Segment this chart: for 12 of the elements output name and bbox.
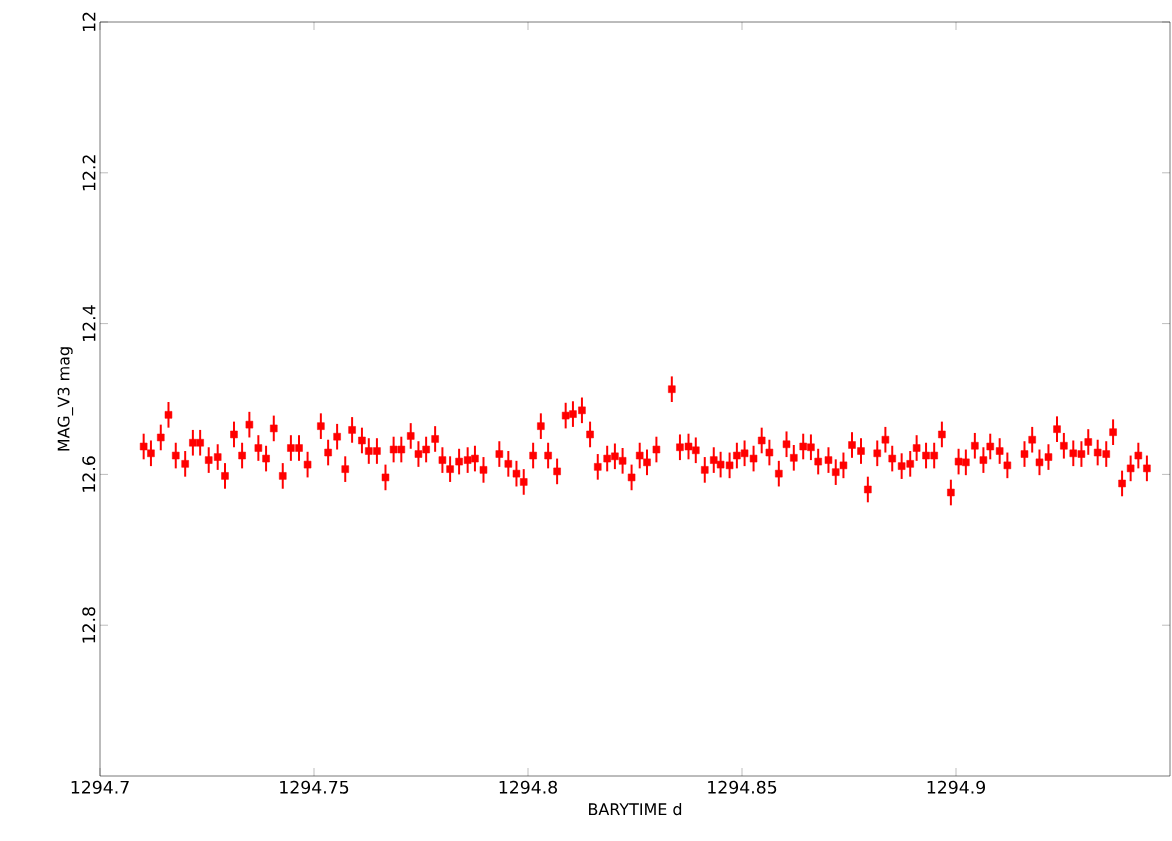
y-tick-label: 12 <box>82 12 96 32</box>
x-tick-label: 1294.9 <box>927 780 985 794</box>
y-tick-label: 12.2 <box>82 155 96 191</box>
x-tick-label: 1294.75 <box>280 780 349 794</box>
x-tick-label: 1294.85 <box>708 780 777 794</box>
x-tick-label: 1294.8 <box>499 780 558 794</box>
y-tick-label: 12.4 <box>82 305 96 341</box>
y-axis-title: MAG_V3 mag <box>57 347 74 451</box>
x-axis-title: BARYTIME d <box>589 802 682 816</box>
x-tick-label: 1294.7 <box>71 780 129 794</box>
y-tick-label: 12.6 <box>82 456 96 492</box>
y-tick-label: 12.8 <box>82 607 96 643</box>
